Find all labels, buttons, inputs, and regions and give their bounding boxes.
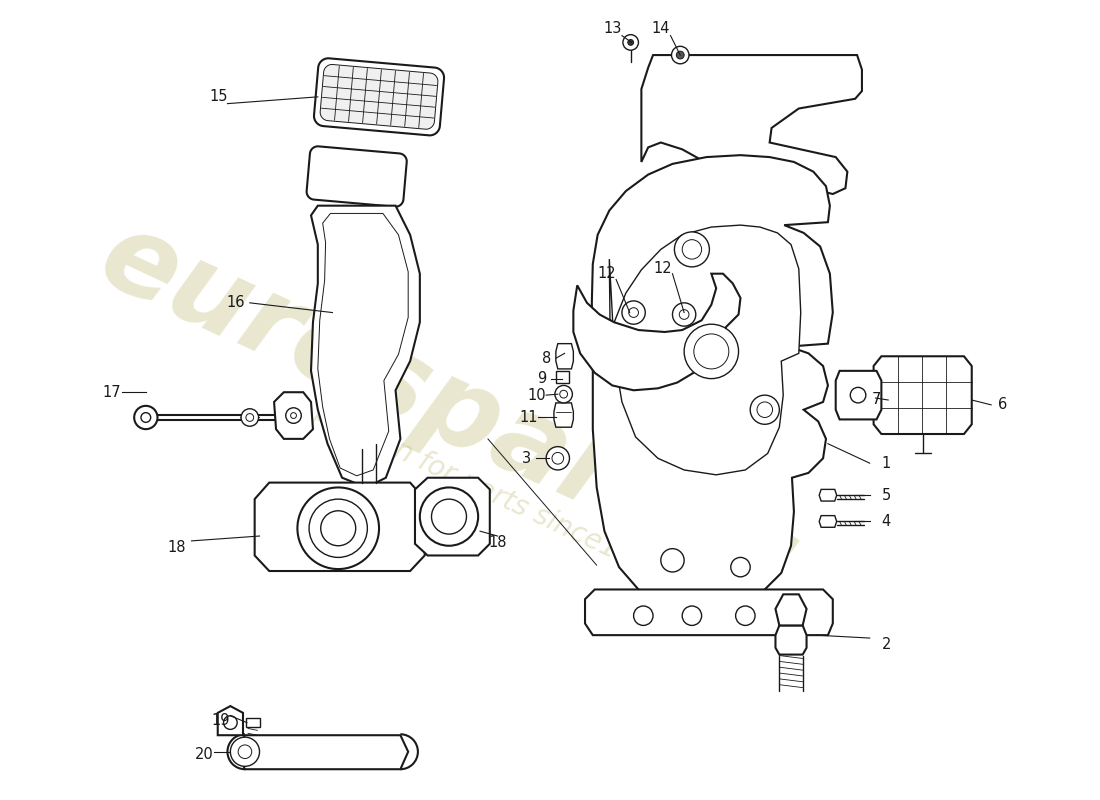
Polygon shape [320, 65, 438, 130]
Text: 2: 2 [881, 638, 891, 652]
Circle shape [694, 334, 729, 369]
Text: 4: 4 [881, 514, 891, 529]
Circle shape [241, 409, 258, 426]
Polygon shape [641, 55, 862, 194]
Circle shape [757, 402, 772, 418]
Circle shape [321, 510, 355, 546]
Polygon shape [592, 155, 833, 609]
Circle shape [246, 414, 254, 422]
Polygon shape [318, 214, 408, 476]
Polygon shape [218, 706, 243, 735]
Text: 12: 12 [653, 262, 672, 276]
Circle shape [628, 39, 634, 46]
Circle shape [297, 487, 379, 569]
Circle shape [736, 606, 755, 626]
Circle shape [286, 408, 301, 423]
Polygon shape [274, 392, 313, 439]
Text: 3: 3 [522, 450, 531, 466]
Polygon shape [573, 274, 740, 390]
Circle shape [730, 558, 750, 577]
Polygon shape [820, 490, 837, 501]
Polygon shape [585, 590, 833, 635]
Circle shape [554, 386, 572, 403]
Polygon shape [255, 482, 425, 571]
Polygon shape [820, 516, 837, 527]
Circle shape [223, 716, 238, 730]
Circle shape [676, 51, 684, 59]
Circle shape [629, 308, 638, 318]
Polygon shape [311, 206, 420, 487]
Polygon shape [314, 58, 444, 135]
Circle shape [680, 310, 689, 319]
Text: 13: 13 [603, 22, 622, 36]
Circle shape [309, 499, 367, 558]
Text: 18: 18 [488, 535, 507, 550]
Circle shape [230, 737, 260, 766]
Text: 20: 20 [195, 747, 213, 762]
Circle shape [623, 34, 638, 50]
Text: 5: 5 [881, 488, 891, 502]
Polygon shape [246, 718, 260, 727]
Text: 11: 11 [519, 410, 538, 425]
Circle shape [431, 499, 466, 534]
Circle shape [238, 745, 252, 758]
Circle shape [560, 390, 568, 398]
Polygon shape [776, 594, 806, 626]
Text: 6: 6 [998, 398, 1008, 412]
Polygon shape [307, 146, 407, 206]
Text: 15: 15 [209, 90, 228, 104]
Circle shape [420, 487, 478, 546]
Circle shape [547, 446, 570, 470]
Text: 7: 7 [872, 393, 881, 407]
Circle shape [674, 232, 710, 267]
Circle shape [634, 606, 653, 626]
Circle shape [621, 301, 646, 324]
Text: 1: 1 [881, 456, 891, 470]
Text: 9: 9 [537, 371, 546, 386]
Text: 8: 8 [541, 350, 551, 366]
Text: 18: 18 [167, 540, 186, 555]
Circle shape [134, 406, 157, 429]
Circle shape [682, 606, 702, 626]
Text: 10: 10 [527, 388, 546, 402]
Text: eurospartes: eurospartes [84, 202, 814, 618]
Polygon shape [836, 371, 881, 419]
Circle shape [290, 413, 296, 418]
Polygon shape [776, 626, 806, 654]
Text: 14: 14 [651, 22, 670, 36]
Polygon shape [554, 403, 573, 427]
Circle shape [850, 387, 866, 403]
Circle shape [682, 240, 702, 259]
Text: 16: 16 [226, 295, 244, 310]
Polygon shape [556, 371, 570, 382]
Circle shape [671, 46, 689, 64]
Polygon shape [415, 478, 490, 555]
Text: a passion for parts since1995: a passion for parts since1995 [286, 388, 670, 587]
Circle shape [684, 324, 738, 378]
Polygon shape [238, 735, 408, 770]
Circle shape [141, 413, 151, 422]
Polygon shape [873, 356, 971, 434]
Text: 17: 17 [102, 385, 121, 400]
Text: 12: 12 [597, 266, 616, 281]
Circle shape [750, 395, 780, 424]
Text: 19: 19 [211, 713, 230, 728]
Polygon shape [609, 225, 801, 475]
Polygon shape [556, 344, 573, 369]
Circle shape [552, 453, 563, 464]
Circle shape [672, 303, 696, 326]
Circle shape [661, 549, 684, 572]
